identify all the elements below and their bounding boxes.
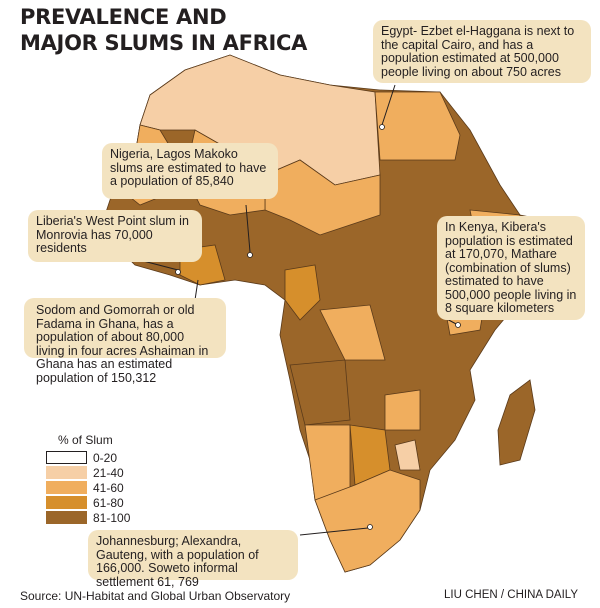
legend-item: 21-40 [46, 465, 130, 480]
legend-swatch [46, 466, 87, 479]
legend-item: 61-80 [46, 495, 130, 510]
legend-swatch [46, 511, 87, 524]
callout-nigeria: Nigeria, Lagos Makoko slums are estimate… [102, 143, 278, 199]
madagascar [497, 379, 536, 466]
credit: LIU CHEN / CHINA DAILY [444, 589, 578, 601]
callout-liberia: Liberia's West Point slum in Monrovia ha… [28, 210, 202, 262]
region-egypt [374, 91, 461, 161]
page-title: PREVALENCE AND MAJOR SLUMS IN AFRICA [20, 5, 308, 55]
legend-item: 41-60 [46, 480, 130, 495]
region-zimbabwe [384, 389, 421, 431]
callout-south-africa: Johannesburg; Alexandra, Gauteng, with a… [88, 530, 298, 588]
callout-kenya: In Kenya, Kibera's population is estimat… [437, 216, 585, 320]
legend-title: % of Slum [58, 433, 113, 447]
region-gabon [284, 264, 321, 321]
region-south-africa [314, 469, 421, 573]
region-zambia [319, 304, 386, 361]
legend-item: 81-100 [46, 510, 130, 525]
nairobi-marker [455, 322, 461, 328]
region-angola [289, 359, 351, 426]
legend-swatch [46, 496, 87, 509]
legend-swatch [46, 451, 87, 464]
johannesburg-marker [367, 524, 373, 530]
region-niger-chad [264, 159, 381, 236]
callout-egypt: Egypt- Ezbet el-Haggana is next to the c… [373, 20, 591, 83]
region-mozambique [394, 439, 421, 471]
legend: % of Slum 0-20 21-40 41-60 61-80 81-100 [46, 433, 130, 525]
monrovia-marker [175, 269, 181, 275]
region-namibia [304, 424, 351, 501]
legend-item: 0-20 [46, 450, 130, 465]
cairo-marker [379, 124, 385, 130]
lagos-marker [247, 252, 253, 258]
legend-swatch [46, 481, 87, 494]
callout-ghana: Sodom and Gomorrah or old Fadama in Ghan… [24, 298, 226, 384]
source-note: Source: UN-Habitat and Global Urban Obse… [20, 589, 291, 603]
